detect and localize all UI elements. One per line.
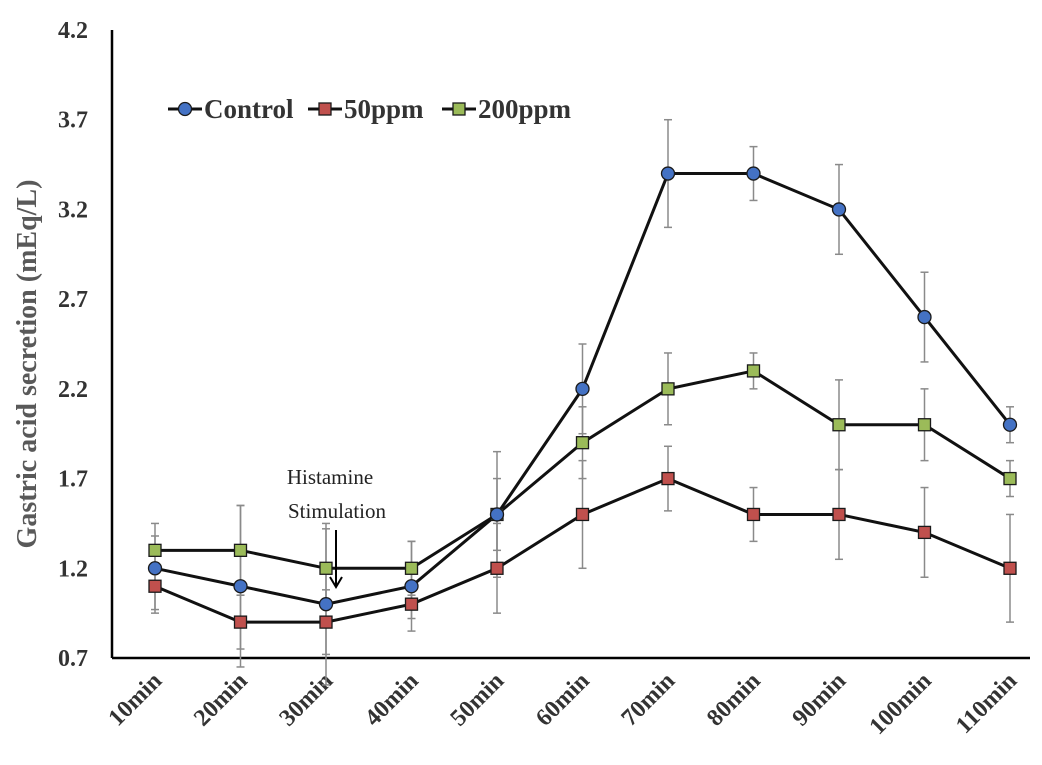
data-point — [404, 597, 419, 611]
data-point — [832, 418, 846, 432]
x-tick-label: 100min — [865, 668, 937, 740]
y-tick-labels: 0.7 1.2 1.7 2.2 2.7 3.2 3.7 4.2 — [58, 18, 88, 672]
data-point — [661, 471, 675, 486]
data-point — [917, 525, 932, 540]
y-tick-label: 3.7 — [58, 108, 88, 134]
data-point — [575, 381, 590, 397]
data-point — [1003, 471, 1017, 486]
legend-marker — [318, 102, 332, 116]
annotation-line-1: Histamine — [287, 465, 373, 489]
data-point — [746, 507, 761, 522]
legend-label: 200ppm — [478, 94, 572, 124]
x-tick-label: 60min — [531, 668, 595, 732]
data-point — [233, 579, 248, 594]
legend-label: 50ppm — [344, 94, 424, 124]
data-point — [404, 561, 419, 575]
axes — [110, 30, 1030, 660]
data-point — [746, 166, 761, 181]
y-tick-label: 1.2 — [58, 556, 88, 582]
data-point — [831, 202, 847, 217]
annotation-arrowhead — [329, 576, 343, 589]
x-tick-labels: 10min 20min 30min 40min 50min 60min 70min 80min… — [104, 668, 1023, 740]
x-tick-label: 20min — [189, 668, 253, 732]
data-point — [832, 507, 846, 522]
data-point — [233, 543, 248, 557]
y-tick-label: 3.2 — [58, 197, 88, 223]
series-markers — [147, 166, 1018, 629]
y-tick-label: 1.7 — [58, 467, 88, 493]
data-point — [233, 615, 248, 629]
annotation-line-2: Stimulation — [288, 499, 387, 523]
data-point — [660, 166, 676, 181]
legend-label: Control — [204, 94, 294, 124]
x-tick-label: 50min — [446, 668, 510, 732]
data-point — [575, 436, 590, 450]
data-point — [404, 579, 419, 594]
legend-marker — [452, 102, 466, 116]
data-point — [661, 382, 675, 396]
data-point — [917, 418, 932, 432]
x-tick-label: 40min — [360, 668, 424, 732]
y-tick-label: 4.2 — [58, 18, 88, 44]
y-tick-label: 2.7 — [58, 287, 88, 313]
data-point — [318, 597, 334, 612]
data-point — [147, 561, 163, 576]
x-tick-label: 90min — [788, 668, 852, 732]
data-point — [490, 561, 504, 575]
data-point — [575, 507, 590, 522]
y-tick-label: 2.2 — [58, 377, 88, 403]
data-point — [319, 561, 333, 575]
data-point — [1002, 417, 1018, 432]
x-tick-label: 70min — [617, 668, 681, 732]
legend-marker — [177, 101, 193, 117]
y-tick-label: 0.7 — [58, 646, 88, 672]
x-tick-label: 110min — [951, 668, 1022, 739]
x-tick-label: 30min — [275, 668, 339, 732]
error-bars — [151, 118, 1014, 686]
data-point — [319, 615, 333, 629]
data-point — [1003, 561, 1017, 575]
data-point — [746, 364, 761, 378]
data-point — [917, 309, 932, 325]
data-point — [148, 543, 162, 557]
y-axis-label: Gastric acid secretion (mEq/L) — [12, 180, 43, 549]
data-point — [148, 579, 162, 593]
data-point — [489, 507, 505, 522]
x-tick-label: 80min — [702, 668, 766, 732]
legend: Control 50ppm 200ppm — [168, 94, 572, 124]
x-tick-label: 10min — [104, 668, 168, 732]
histamine-annotation: Histamine Stimulation — [287, 465, 387, 589]
